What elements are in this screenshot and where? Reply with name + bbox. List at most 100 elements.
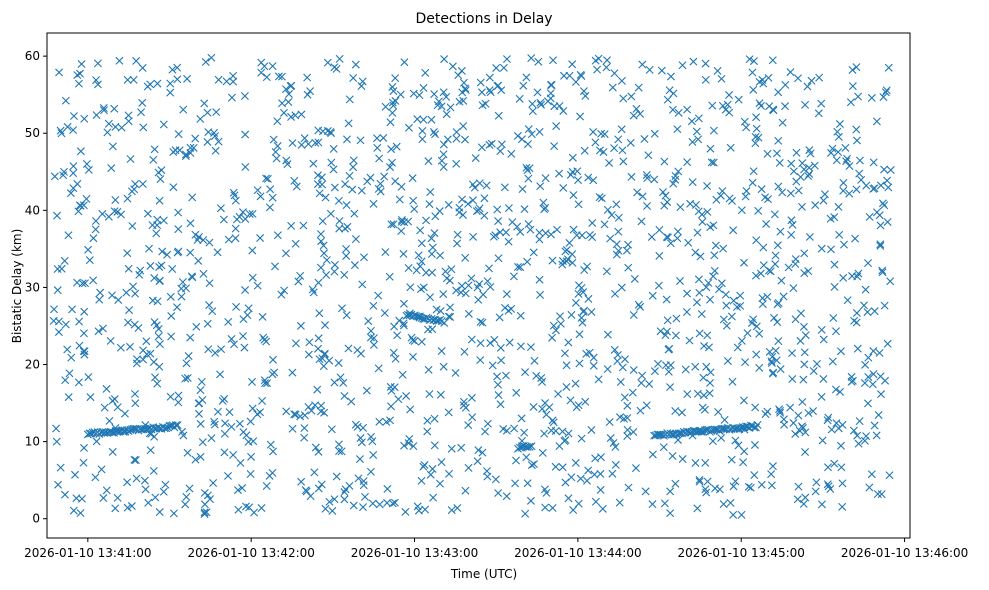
data-point (775, 158, 784, 167)
data-point (771, 251, 780, 260)
data-point (591, 138, 600, 147)
data-point (227, 334, 236, 343)
data-point (831, 327, 840, 336)
data-point (421, 505, 430, 514)
data-point (643, 202, 652, 210)
data-point (608, 469, 617, 478)
data-point (696, 427, 705, 436)
data-point (609, 438, 618, 447)
data-point (774, 298, 783, 307)
data-point (55, 68, 64, 77)
data-point (720, 415, 729, 424)
data-point (447, 444, 456, 453)
data-point (671, 479, 680, 488)
data-point (497, 356, 506, 365)
data-point (98, 324, 107, 333)
data-point (320, 249, 329, 258)
data-point (290, 176, 299, 185)
data-point (589, 176, 598, 185)
data-point (314, 138, 323, 147)
data-point (177, 284, 186, 293)
data-point (819, 335, 828, 344)
data-point (375, 500, 384, 509)
data-point (261, 379, 270, 388)
data-point (628, 388, 637, 397)
data-point (710, 266, 719, 275)
data-point (166, 79, 175, 88)
data-point (489, 232, 498, 241)
data-point (804, 409, 813, 418)
data-point (128, 222, 137, 231)
data-point (520, 428, 529, 437)
data-point (748, 178, 757, 187)
data-point (181, 150, 190, 159)
data-point (788, 220, 797, 229)
data-point (253, 186, 262, 195)
data-point (300, 134, 309, 143)
data-point (509, 272, 518, 281)
data-point (75, 341, 84, 350)
data-point (478, 448, 487, 457)
data-point (524, 174, 533, 183)
data-point (793, 495, 802, 504)
data-point (830, 459, 839, 468)
data-point (149, 466, 158, 475)
data-point (129, 75, 138, 84)
data-point (458, 195, 467, 204)
data-point (123, 503, 132, 512)
data-point (138, 98, 147, 107)
data-point (250, 508, 259, 517)
data-point (619, 157, 628, 166)
data-point (619, 414, 628, 423)
data-point (857, 175, 866, 184)
data-point (553, 225, 562, 234)
data-point (56, 126, 65, 135)
data-point (205, 495, 214, 504)
data-point (60, 256, 69, 265)
data-point (452, 286, 461, 295)
data-point (778, 188, 787, 197)
data-point (792, 148, 801, 157)
data-point (452, 159, 461, 168)
data-point (521, 509, 530, 518)
data-point (69, 126, 78, 135)
data-point (468, 196, 477, 205)
data-point (860, 379, 869, 388)
data-point (579, 306, 588, 315)
data-point (787, 159, 796, 168)
data-point (762, 219, 771, 228)
data-point (248, 273, 257, 282)
data-point (575, 330, 584, 339)
data-point (400, 58, 409, 67)
data-point (246, 417, 255, 426)
data-point (546, 89, 555, 98)
data-point (595, 193, 604, 202)
data-point (404, 123, 413, 132)
data-point (548, 333, 557, 342)
data-point (181, 152, 190, 161)
data-point (319, 241, 328, 250)
data-point (715, 485, 724, 494)
data-point (641, 487, 650, 496)
data-point (673, 227, 682, 236)
data-point (701, 75, 710, 84)
data-point (562, 257, 571, 266)
data-point (431, 212, 440, 221)
data-point (202, 508, 211, 517)
data-point (91, 473, 100, 482)
data-point (473, 283, 482, 292)
data-point (786, 68, 795, 77)
data-point (617, 76, 626, 85)
data-point (763, 407, 772, 416)
data-point (605, 418, 614, 427)
data-point (572, 231, 581, 240)
data-point (617, 125, 626, 134)
data-point (623, 425, 632, 434)
data-point (661, 361, 670, 370)
data-point (695, 288, 704, 297)
data-point (92, 76, 101, 85)
data-point (607, 210, 616, 219)
data-point (701, 485, 710, 494)
data-point (317, 237, 326, 246)
data-point (476, 317, 485, 326)
